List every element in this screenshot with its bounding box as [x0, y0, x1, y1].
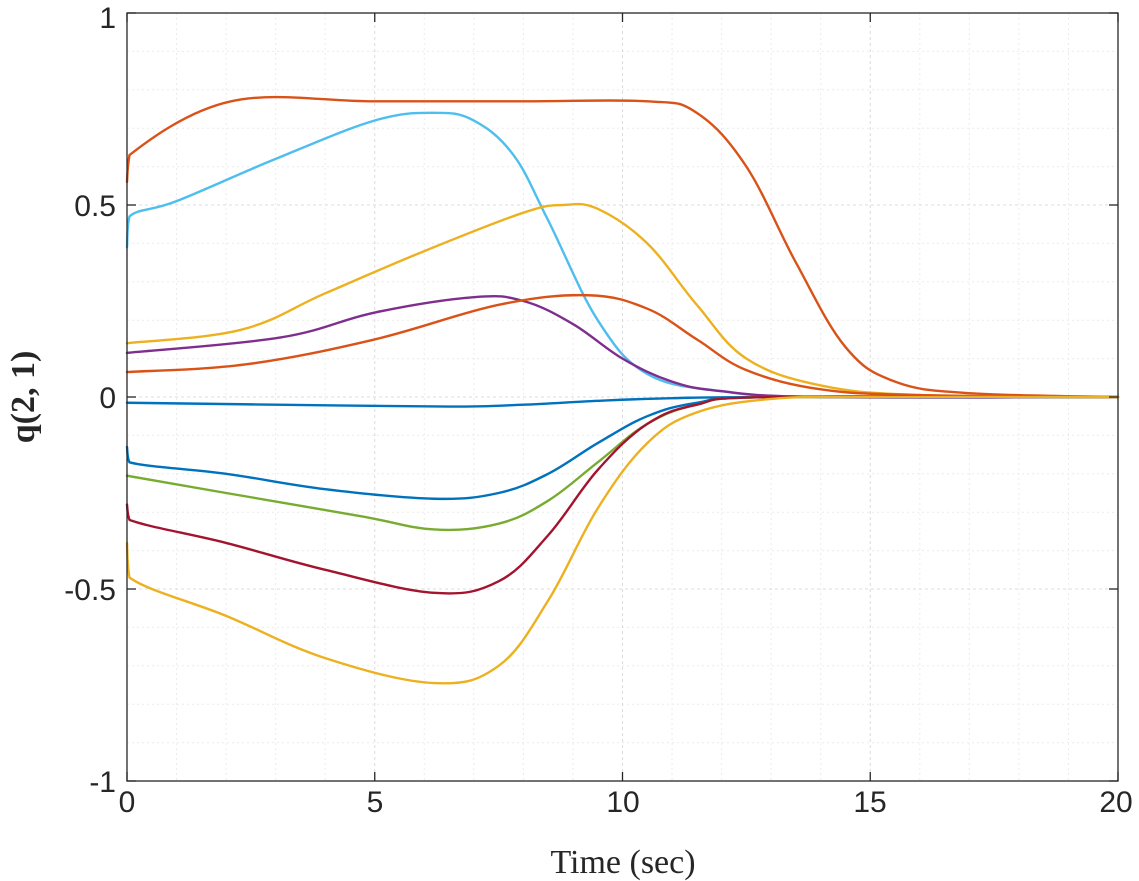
x-axis-title: Time (sec) — [550, 844, 695, 881]
y-tick-label-0-5: 0.5 — [74, 190, 116, 223]
series-line-3 — [125, 202, 1120, 399]
y-tick-label-1: 1 — [99, 2, 116, 35]
series-line-9 — [125, 395, 1120, 595]
y-axis-title: q(2, 1) — [5, 351, 42, 444]
x-tick-label-20: 20 — [1099, 786, 1132, 819]
y-tick-label-neg0-5: -0.5 — [64, 574, 116, 607]
series-line-5 — [125, 293, 1120, 399]
x-tick-label-0: 0 — [119, 786, 136, 819]
x-tick-label-15: 15 — [853, 786, 886, 819]
y-tick-label-neg1: -1 — [89, 766, 116, 799]
tick-marks — [126, 12, 1119, 782]
series-line-10 — [125, 395, 1120, 685]
series-line-1 — [125, 95, 1120, 399]
x-tick-label-10: 10 — [606, 786, 639, 819]
y-tick-label-0: 0 — [99, 382, 116, 415]
series-layer — [125, 95, 1120, 685]
x-tick-label-5: 5 — [367, 786, 384, 819]
